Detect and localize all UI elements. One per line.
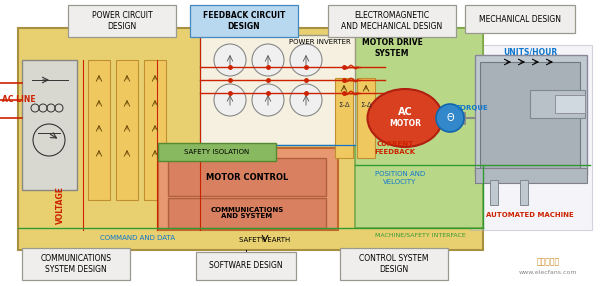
Bar [475,55,587,175]
Circle shape [214,44,246,76]
Text: POWER INVERTER: POWER INVERTER [289,39,351,45]
Bar [490,180,498,205]
Bar [196,252,296,280]
Bar [22,248,130,280]
Circle shape [290,44,322,76]
Bar [158,143,276,161]
Bar [88,60,110,200]
Bar [168,198,326,228]
Text: COMMUNICATIONS
SYSTEM DESIGN: COMMUNICATIONS SYSTEM DESIGN [41,254,112,274]
Circle shape [252,84,284,116]
Text: AUTOMATED MACHINE: AUTOMATED MACHINE [486,212,574,218]
Circle shape [252,44,284,76]
Bar [116,60,138,200]
Bar [22,60,77,190]
Bar [144,60,166,200]
Text: UNITS/HOUR: UNITS/HOUR [503,47,557,57]
Circle shape [436,104,464,132]
Text: CURRENT
FEEDBACK: CURRENT FEEDBACK [374,142,416,154]
Text: SAFETY ISOLATION: SAFETY ISOLATION [184,149,250,155]
Bar [335,78,353,158]
Bar [18,28,483,250]
Bar [357,78,375,158]
Text: www.elecfans.com: www.elecfans.com [519,269,577,275]
Bar [520,180,528,205]
Bar [190,5,298,37]
Text: Θ: Θ [446,113,454,123]
Text: COMMUNICATIONS
AND SYSTEM: COMMUNICATIONS AND SYSTEM [211,206,284,219]
Text: MOTOR CONTROL: MOTOR CONTROL [206,172,288,182]
Text: MOTOR: MOTOR [389,118,421,128]
Text: ELECTROMAGNETIC
AND MECHANICAL DESIGN: ELECTROMAGNETIC AND MECHANICAL DESIGN [341,11,443,31]
Bar [328,5,456,37]
Text: CONTROL SYSTEM
DESIGN: CONTROL SYSTEM DESIGN [359,254,429,274]
Text: MOTOR DRIVE
SYSTEM: MOTOR DRIVE SYSTEM [362,38,422,58]
Text: SOFTWARE DESIGN: SOFTWARE DESIGN [209,261,283,271]
Text: Σ-Δ: Σ-Δ [338,102,350,108]
Circle shape [290,84,322,116]
Bar [475,168,587,183]
Ellipse shape [367,89,443,147]
Bar [355,28,483,228]
Bar [470,45,592,230]
Text: AC LINE: AC LINE [2,96,35,104]
Text: COMMAND AND DATA: COMMAND AND DATA [100,235,175,241]
Text: 电子发烧友: 电子发烧友 [536,257,560,267]
Text: AC: AC [398,107,412,117]
Text: POSITION AND
VELOCITY: POSITION AND VELOCITY [375,172,425,184]
Text: TORQUE: TORQUE [455,105,488,111]
Text: MECHANICAL DESIGN: MECHANICAL DESIGN [479,15,561,23]
Text: VOLTAGE: VOLTAGE [56,186,65,224]
Bar [555,95,585,113]
Circle shape [214,84,246,116]
Text: POWER CIRCUIT
DESIGN: POWER CIRCUIT DESIGN [92,11,152,31]
Text: FEEDBACK CIRCUIT
DESIGN: FEEDBACK CIRCUIT DESIGN [203,11,285,31]
Bar [168,158,326,196]
Bar [158,148,338,230]
Bar [68,5,176,37]
Bar [465,5,575,33]
Bar [340,248,448,280]
Text: Σ-Δ: Σ-Δ [360,102,372,108]
Bar [480,62,580,170]
Text: MACHINE/SAFETY INTERFACE: MACHINE/SAFETY INTERFACE [374,233,466,237]
Bar [530,90,585,118]
Bar [200,35,355,145]
Text: SAFETY EARTH: SAFETY EARTH [239,237,290,243]
